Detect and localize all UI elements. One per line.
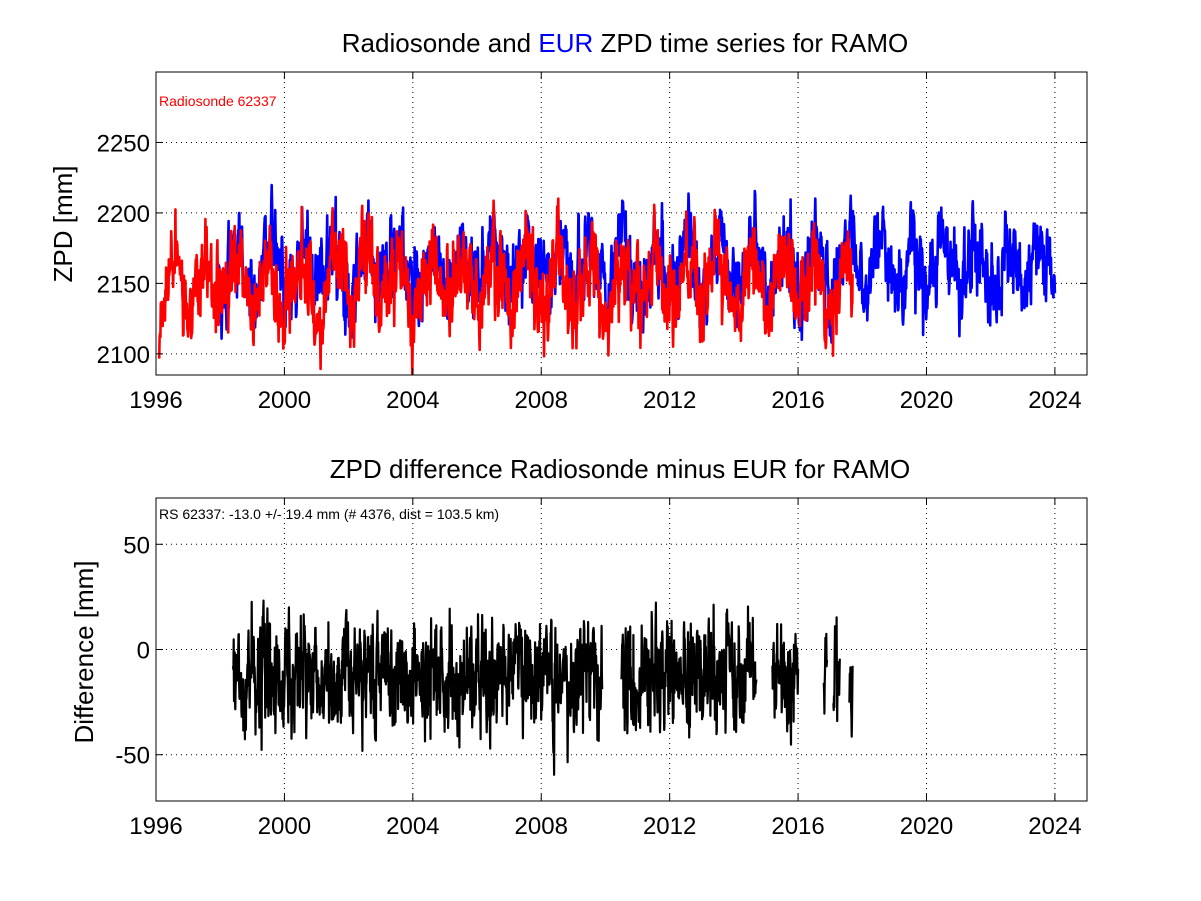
top-xtick-label-2000: 2000 (258, 387, 311, 414)
difference-line-segment-4 (822, 632, 829, 715)
bottom-ytick-label-50: 50 (123, 532, 150, 559)
top-chart-title: Radiosonde and EUR ZPD time series for R… (342, 28, 908, 58)
top-xtick-label-2012: 2012 (643, 387, 696, 414)
bottom-ytick-label--50: -50 (115, 743, 150, 770)
top-plot-frame (155, 71, 1088, 376)
bottom-xtick-label-1996: 1996 (129, 813, 182, 840)
top-xtick-label-2016: 2016 (771, 387, 824, 414)
top-ytick-label-2200: 2200 (97, 201, 150, 228)
bottom-xtick-label-2024: 2024 (1028, 813, 1081, 840)
difference-line-segment-6 (848, 665, 854, 738)
difference-line-segment-5 (832, 616, 841, 723)
bottom-xtick-label-2000: 2000 (258, 813, 311, 840)
difference-line-segment-3 (771, 622, 800, 746)
bottom-series-difference (231, 599, 854, 776)
series-line-radiosonde-62337 (157, 197, 854, 375)
bottom-xtick-label-2012: 2012 (643, 813, 696, 840)
top-xtick-label-1996: 1996 (129, 387, 182, 414)
top-axis-ticks: 1996 2000 2004 2008 2012 2016 2020 2024 2100 2150… (97, 72, 1087, 414)
bottom-ytick-label-0: 0 (137, 638, 150, 665)
top-annotation: Radiosonde 62337 (159, 93, 277, 109)
top-chart: Radiosonde and EUR ZPD time series for R… (48, 28, 1088, 414)
top-xtick-label-2020: 2020 (900, 387, 953, 414)
bottom-axis-ticks: 1996 2000 2004 2008 2012 2016 2020 2024 -50 0 50 (115, 498, 1087, 840)
bottom-y-axis-label: Difference [mm] (69, 560, 99, 743)
top-xtick-label-2004: 2004 (386, 387, 439, 414)
difference-line-segment-1 (231, 599, 604, 776)
top-ytick-label-2150: 2150 (97, 271, 150, 298)
difference-line-segment-2 (620, 601, 758, 739)
top-series-radiosonde (157, 197, 854, 375)
bottom-chart-title: ZPD difference Radiosonde minus EUR for … (330, 454, 910, 484)
bottom-xtick-label-2004: 2004 (386, 813, 439, 840)
top-y-axis-label: ZPD [mm] (48, 166, 78, 283)
top-ytick-label-2250: 2250 (97, 130, 150, 157)
bottom-xtick-label-2016: 2016 (771, 813, 824, 840)
bottom-chart: ZPD difference Radiosonde minus EUR for … (69, 454, 1088, 840)
top-ytick-label-2100: 2100 (97, 342, 150, 369)
bottom-xtick-label-2020: 2020 (900, 813, 953, 840)
bottom-xtick-label-2008: 2008 (515, 813, 568, 840)
top-xtick-label-2024: 2024 (1028, 387, 1081, 414)
top-xtick-label-2008: 2008 (515, 387, 568, 414)
bottom-annotation: RS 62337: -13.0 +/- 19.4 mm (# 4376, dis… (159, 506, 499, 522)
